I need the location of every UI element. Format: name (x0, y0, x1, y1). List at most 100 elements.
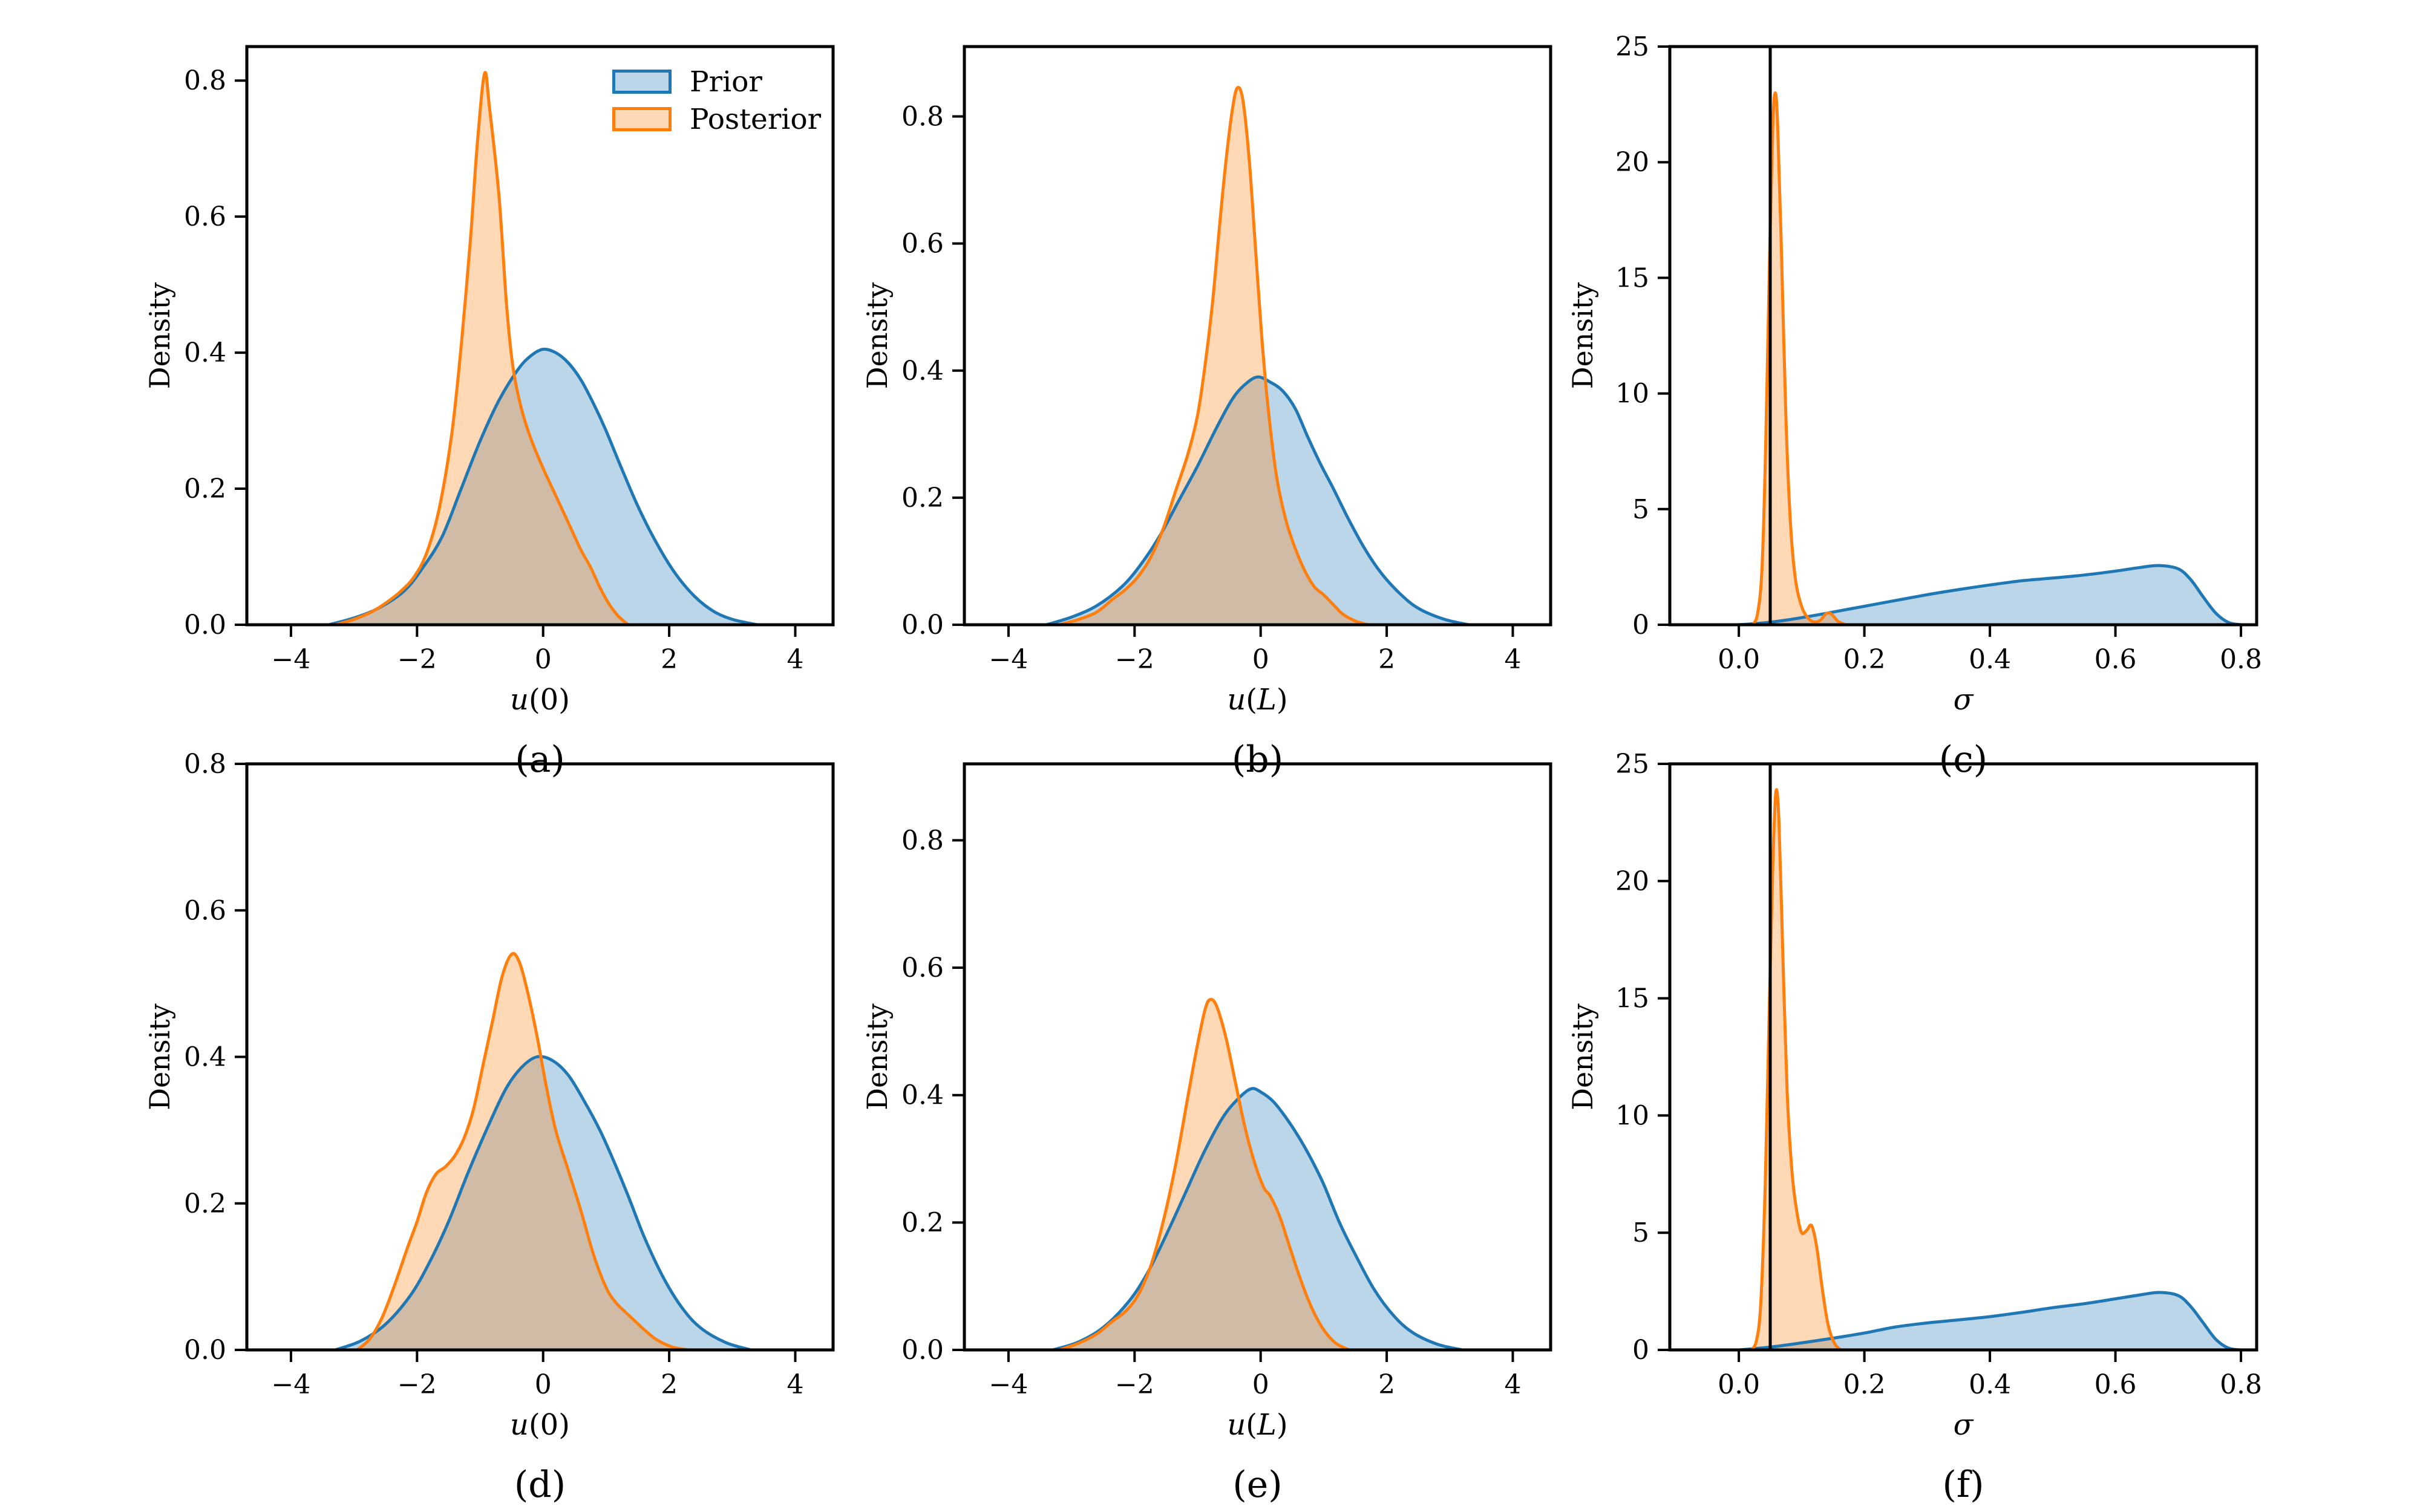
y-axis-label-d: Density (143, 1003, 176, 1110)
kde-line-posterior-e (1057, 997, 1351, 1350)
kde-line-posterior-d (355, 952, 690, 1350)
y-tick-label-f: 5 (1632, 1217, 1649, 1248)
kde-line-prior-a (327, 347, 759, 625)
y-tick-label-d: 0.8 (184, 749, 226, 780)
y-tick-label-c: 25 (1615, 31, 1649, 62)
y-tick-label-f: 15 (1615, 983, 1649, 1014)
kde-line-prior-d (333, 1055, 753, 1350)
kde-fill-prior-f (1739, 1292, 2242, 1350)
y-tick-label-e: 0.0 (901, 1335, 944, 1366)
kde-fill-prior-e (1052, 1088, 1463, 1350)
x-tick-label-d: −2 (397, 1369, 437, 1400)
y-tick-label-b: 0.6 (901, 229, 944, 259)
y-tick-label-d: 0.6 (184, 895, 226, 926)
x-tick-label-d: −4 (271, 1369, 310, 1400)
y-axis-label-e: Density (861, 1003, 894, 1110)
y-axis-label-a: Density (143, 282, 176, 389)
panel-f: 0.0 0.2 0.4 0.6 0.8 0 5 10 15 20 25 σ Density (f) (1566, 749, 2262, 1506)
legend-item-posterior: Posterior (612, 100, 821, 138)
y-tick-label-a: 0.8 (184, 65, 226, 96)
axes-box-f (1668, 762, 2258, 1352)
legend-item-prior: Prior (612, 63, 821, 100)
kde-fill-posterior-b (1059, 87, 1368, 625)
x-tick-label-f: 0.8 (2220, 1369, 2262, 1400)
caption-f: (f) (1942, 1464, 1984, 1506)
x-tick-label-b: −2 (1115, 644, 1154, 675)
x-tick-label-e: 4 (1504, 1369, 1521, 1400)
y-tick-label-a: 0.0 (184, 610, 226, 640)
kde-fill-prior-a (329, 349, 757, 625)
x-tick-label-f: 0.2 (1843, 1369, 1886, 1400)
x-tick-label-b: 4 (1504, 644, 1521, 675)
panel-a: −4 −2 0 2 4 0.0 0.2 0.4 0.6 0.8 u(0) Density (a) (143, 45, 835, 781)
y-tick-label-c: 0 (1632, 610, 1649, 640)
y-tick-label-f: 0 (1632, 1335, 1649, 1366)
kde-line-prior-f (1737, 1291, 2243, 1350)
y-tick-label-d: 0.2 (184, 1188, 226, 1219)
kde-fill-posterior-f (1751, 789, 1841, 1350)
x-tick-label-a: 4 (786, 644, 803, 675)
y-tick-label-e: 0.4 (901, 1080, 944, 1111)
y-tick-label-c: 5 (1632, 494, 1649, 525)
y-tick-label-b: 0.8 (901, 102, 944, 132)
kde-line-posterior-f (1750, 788, 1842, 1350)
legend: Prior Posterior (612, 63, 821, 138)
kde-fill-posterior-c (1752, 93, 1846, 625)
caption-e: (e) (1232, 1464, 1282, 1506)
x-tick-label-e: −2 (1115, 1369, 1154, 1400)
y-tick-label-d: 0.4 (184, 1042, 226, 1073)
x-tick-label-d: 0 (535, 1369, 552, 1400)
x-tick-label-c: 0.6 (2095, 644, 2137, 675)
panel-c: 0.0 0.2 0.4 0.6 0.8 0 5 10 15 20 25 σ Density (c) (1566, 31, 2262, 781)
x-tick-label-b: 2 (1378, 644, 1395, 675)
kde-line-posterior-b (1057, 86, 1370, 625)
prior-swatch (612, 70, 672, 94)
y-tick-label-d: 0.0 (184, 1335, 226, 1366)
y-tick-label-a: 0.6 (184, 201, 226, 232)
y-tick-label-f: 25 (1615, 749, 1649, 780)
y-tick-label-c: 10 (1615, 379, 1649, 409)
x-axis-label-d: u(0) (510, 1408, 570, 1442)
x-tick-label-c: 0.4 (1969, 644, 2011, 675)
kde-fill-posterior-e (1059, 999, 1349, 1350)
kde-line-posterior-a (333, 71, 630, 625)
kde-fill-prior-b (1046, 377, 1469, 625)
y-tick-label-b: 0.4 (901, 356, 944, 386)
x-tick-label-e: −4 (989, 1369, 1028, 1400)
x-tick-label-f: 0.4 (1969, 1369, 2011, 1400)
kde-line-posterior-c (1751, 91, 1847, 625)
caption-b: (b) (1232, 738, 1283, 781)
y-tick-label-c: 20 (1615, 147, 1649, 178)
x-tick-label-f: 0.6 (2095, 1369, 2137, 1400)
x-axis-label-a: u(0) (510, 683, 570, 717)
x-axis-label-b: u(L) (1227, 683, 1287, 717)
panel-b: −4 −2 0 2 4 0.0 0.2 0.4 0.6 0.8 u(L) Density (b) (861, 45, 1552, 781)
y-tick-label-c: 15 (1615, 262, 1649, 293)
panel-d: −4 −2 0 2 4 0.0 0.2 0.4 0.6 0.8 u(0) Density (d) (143, 749, 835, 1506)
x-tick-label-a: 0 (535, 644, 552, 675)
caption-c: (c) (1939, 738, 1987, 781)
axes-box-c (1668, 45, 2258, 627)
x-tick-label-e: 0 (1252, 1369, 1269, 1400)
prior-label: Prior (690, 65, 762, 99)
x-tick-label-c: 0.2 (1843, 644, 1886, 675)
kde-fill-posterior-d (357, 953, 688, 1350)
y-tick-label-e: 0.2 (901, 1207, 944, 1238)
axes-box-a (245, 45, 835, 627)
y-tick-label-b: 0.0 (901, 610, 944, 640)
x-tick-label-e: 2 (1378, 1369, 1395, 1400)
x-tick-label-b: −4 (989, 644, 1028, 675)
y-tick-label-e: 0.6 (901, 953, 944, 983)
posterior-label: Posterior (690, 102, 822, 136)
x-tick-label-a: −2 (397, 644, 437, 675)
x-tick-label-a: −4 (271, 644, 310, 675)
x-tick-label-c: 0.0 (1718, 644, 1760, 675)
panel-e: −4 −2 0 2 4 0.0 0.2 0.4 0.6 0.8 u(L) Density (e) (861, 762, 1552, 1506)
x-tick-label-d: 2 (661, 1369, 678, 1400)
y-tick-label-a: 0.2 (184, 474, 226, 504)
x-tick-label-a: 2 (661, 644, 678, 675)
axes-box-b (963, 45, 1552, 627)
caption-a: (a) (515, 738, 565, 781)
